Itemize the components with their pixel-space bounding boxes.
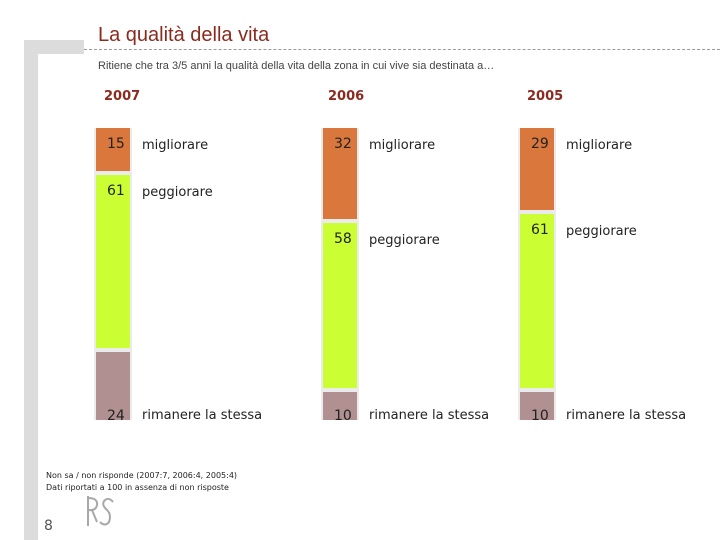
title-divider xyxy=(84,49,720,50)
page-number: 8 xyxy=(44,518,53,534)
data-label-2006-1: 58 xyxy=(334,230,352,247)
series-label-2007-0: migliorare xyxy=(142,138,209,153)
footnote-method: Dati riportati a 100 in assenza di non r… xyxy=(46,483,229,492)
data-label-2007-0: 15 xyxy=(107,136,125,152)
data-label-2006-0: 32 xyxy=(334,136,352,152)
footnote: Non sa / non risponde (2007:7, 2006:4, 2… xyxy=(46,470,237,494)
series-label-2006-1: peggiorare xyxy=(369,232,440,248)
series-label-2005-1: peggiorare xyxy=(566,224,637,240)
frame-corner-top xyxy=(24,40,84,54)
series-label-2007-1: peggiorare xyxy=(142,184,213,200)
frame-corner-left xyxy=(24,40,38,540)
series-label-2005-0: migliorare xyxy=(566,138,633,153)
bar-segment-2006-1 xyxy=(323,222,357,388)
footnote-nonresponse: Non sa / non risponde (2007:7, 2006:4, 2… xyxy=(46,471,238,480)
bar-segment-2007-2 xyxy=(96,351,130,420)
bar-segment-2006-0 xyxy=(323,128,357,219)
data-label-2005-0: 29 xyxy=(531,136,549,152)
bar-segment-2005-0 xyxy=(520,128,554,211)
data-label-2007-2: 24 xyxy=(107,408,125,424)
bar-segment-2005-1 xyxy=(520,214,554,388)
data-label-2005-2: 10 xyxy=(531,408,549,424)
bar-segment-2007-1 xyxy=(96,174,130,348)
series-label-2007-2: rimanere la stessa xyxy=(142,408,263,423)
question-text: Ritiene che tra 3/5 anni la qualità dell… xyxy=(98,60,495,72)
data-label-2007-1: 61 xyxy=(107,182,125,199)
bar-segment-2005-2 xyxy=(520,391,554,420)
year-label-2006: 2006 xyxy=(328,89,365,104)
bar-segment-2006-2 xyxy=(323,391,357,420)
data-label-2006-2: 10 xyxy=(334,408,352,424)
year-label-2007: 2007 xyxy=(104,89,141,104)
series-label-2006-0: migliorare xyxy=(369,138,436,153)
data-label-2005-1: 61 xyxy=(531,222,549,239)
rs-logo xyxy=(87,496,114,526)
series-label-2005-2: rimanere la stessa xyxy=(566,408,687,423)
year-label-2005: 2005 xyxy=(527,89,564,104)
page-title: La qualità della vita xyxy=(98,24,270,46)
series-label-2006-2: rimanere la stessa xyxy=(369,408,490,423)
bar-segment-2007-0 xyxy=(96,128,130,171)
